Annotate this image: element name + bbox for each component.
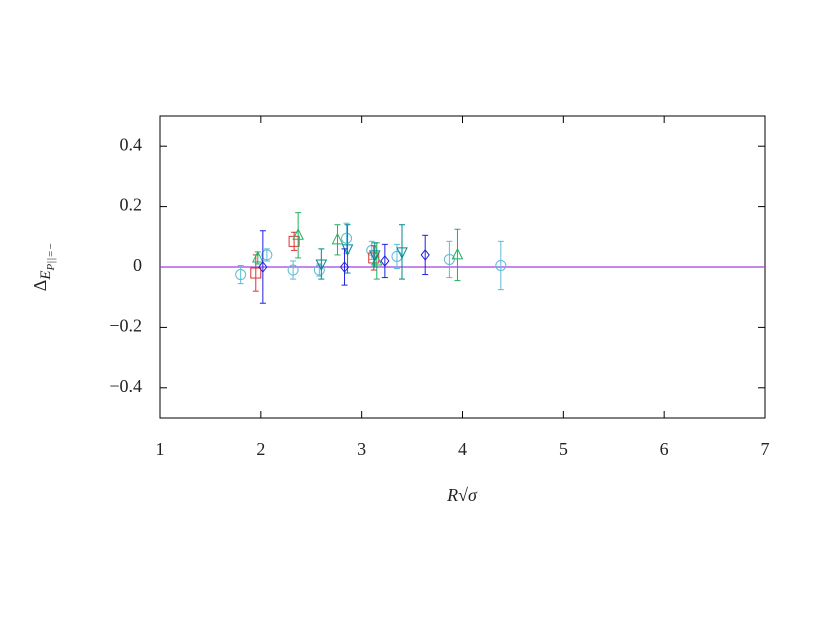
point [315,259,328,272]
point [235,269,247,281]
y-axis-label: ΔEP||=− [30,243,56,291]
x-tick-label: 2 [256,439,265,459]
point [251,250,264,263]
y-label-sub: E [38,270,54,280]
x-axis-label: R√σ [446,485,478,505]
x-tick-label: 4 [458,439,467,459]
x-tick-label: 5 [559,439,568,459]
y-tick-label: −0.4 [109,376,142,396]
y-tick-label: 0.4 [120,134,143,154]
y-tick-label: −0.2 [109,316,142,336]
point [443,253,455,265]
y-label-subsub: P||=− [45,243,57,272]
x-tick-label: 6 [660,439,669,459]
y-tick-label: 0 [133,255,142,275]
x-tick-label: 3 [357,439,366,459]
point [420,249,430,261]
point [287,264,299,276]
point [250,267,262,279]
point [380,255,390,267]
point [292,228,304,240]
y-tick-label: 0.2 [120,195,143,215]
point [451,247,464,260]
point [396,247,408,260]
y-label-main: Δ [30,280,50,292]
point [258,261,268,273]
point [339,261,350,273]
point [341,232,353,244]
x-tick-label: 7 [761,439,770,459]
point [495,259,507,271]
point [341,244,354,256]
point [261,249,273,261]
point [368,250,381,263]
x-tick-label: 1 [156,439,165,459]
point [331,232,344,245]
